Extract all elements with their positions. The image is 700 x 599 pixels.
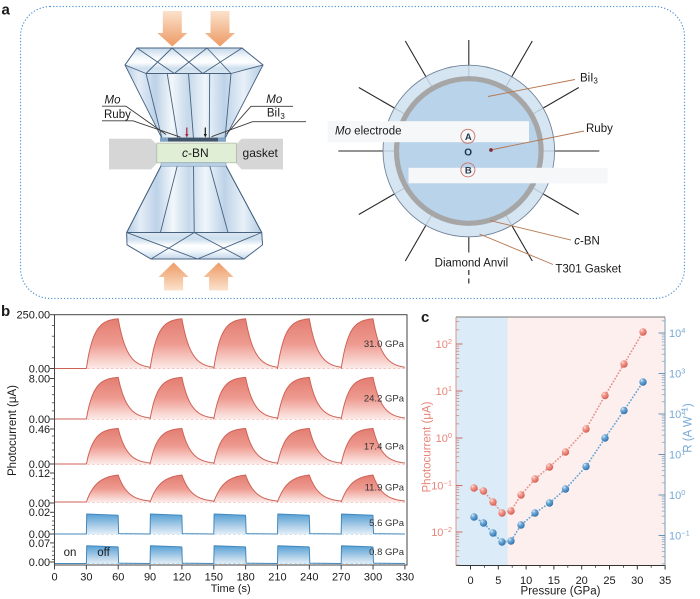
svg-text:B: B: [465, 165, 472, 176]
svg-text:5.6 GPa: 5.6 GPa: [369, 518, 405, 529]
svg-text:b: b: [1, 303, 10, 320]
svg-text:270: 270: [332, 572, 350, 584]
svg-text:c: c: [421, 309, 429, 326]
svg-text:Ruby: Ruby: [104, 109, 131, 121]
svg-text:0.00: 0.00: [29, 529, 50, 541]
svg-text:100: 100: [669, 488, 685, 502]
svg-text:90: 90: [144, 572, 156, 584]
svg-text:150: 150: [205, 572, 223, 584]
svg-text:gasket: gasket: [243, 146, 279, 160]
svg-text:15: 15: [548, 575, 560, 587]
svg-text:Photocurrent (μA): Photocurrent (μA): [422, 401, 434, 492]
svg-text:250.00: 250.00: [17, 310, 51, 322]
svg-text:c-BN: c-BN: [574, 235, 600, 247]
svg-text:210: 210: [268, 572, 286, 584]
svg-text:120: 120: [173, 572, 191, 584]
svg-text:Mo electrode: Mo electrode: [335, 125, 402, 137]
svg-text:60: 60: [112, 572, 124, 584]
svg-text:BiI3: BiI3: [267, 108, 285, 121]
svg-text:c-BN: c-BN: [182, 146, 209, 160]
svg-text:104: 104: [669, 326, 685, 340]
svg-text:Photocurrent (μA): Photocurrent (μA): [7, 385, 19, 476]
svg-text:0.00: 0.00: [29, 363, 50, 375]
svg-text:35: 35: [659, 575, 671, 587]
svg-text:R (A W−1): R (A W−1): [681, 403, 695, 453]
svg-text:240: 240: [300, 572, 318, 584]
svg-text:0.02: 0.02: [29, 507, 50, 519]
svg-text:8.00: 8.00: [29, 373, 50, 385]
svg-text:101: 101: [436, 384, 452, 398]
svg-text:Time (s): Time (s): [211, 583, 251, 595]
svg-text:a: a: [2, 2, 11, 19]
svg-text:0.00: 0.00: [29, 498, 50, 510]
svg-text:24.2 GPa: 24.2 GPa: [364, 394, 405, 405]
svg-text:5: 5: [495, 575, 501, 587]
svg-text:180: 180: [236, 572, 254, 584]
svg-text:Mo: Mo: [266, 94, 283, 106]
svg-text:11.9 GPa: 11.9 GPa: [365, 483, 405, 494]
svg-text:10−2: 10−2: [431, 525, 452, 539]
svg-text:0.46: 0.46: [29, 424, 50, 436]
svg-text:25: 25: [603, 575, 615, 587]
svg-text:0.8 GPa: 0.8 GPa: [369, 547, 405, 558]
svg-text:17.4 GPa: 17.4 GPa: [364, 442, 405, 453]
svg-text:on: on: [64, 547, 77, 559]
svg-text:330: 330: [396, 572, 414, 584]
svg-text:300: 300: [364, 572, 382, 584]
svg-text:103: 103: [669, 366, 685, 380]
svg-text:Diamond Anvil: Diamond Anvil: [435, 258, 509, 270]
svg-text:0.00: 0.00: [29, 414, 50, 426]
svg-text:20: 20: [576, 575, 588, 587]
svg-text:10: 10: [520, 575, 532, 587]
svg-text:30: 30: [80, 572, 92, 584]
svg-text:off: off: [97, 547, 110, 559]
svg-text:0: 0: [467, 575, 473, 587]
svg-text:102: 102: [436, 337, 452, 351]
svg-text:31.0 GPa: 31.0 GPa: [364, 339, 405, 350]
svg-text:30: 30: [631, 575, 643, 587]
svg-text:10−1: 10−1: [669, 528, 690, 542]
svg-text:A: A: [465, 132, 472, 143]
svg-text:O: O: [464, 147, 472, 158]
svg-text:10−1: 10−1: [431, 478, 452, 492]
svg-text:Ruby: Ruby: [586, 123, 613, 135]
svg-text:0.00: 0.00: [29, 459, 50, 471]
svg-text:Mo: Mo: [105, 95, 122, 107]
svg-text:0.07: 0.07: [29, 538, 50, 550]
svg-text:Pressure (GPa): Pressure (GPa): [521, 586, 601, 598]
svg-text:0.00: 0.00: [29, 557, 50, 569]
svg-text:T301 Gasket: T301 Gasket: [555, 263, 622, 275]
svg-text:0.12: 0.12: [29, 468, 50, 480]
svg-text:0: 0: [51, 572, 57, 584]
svg-text:BiI3: BiI3: [580, 73, 598, 86]
svg-text:100: 100: [436, 431, 452, 445]
